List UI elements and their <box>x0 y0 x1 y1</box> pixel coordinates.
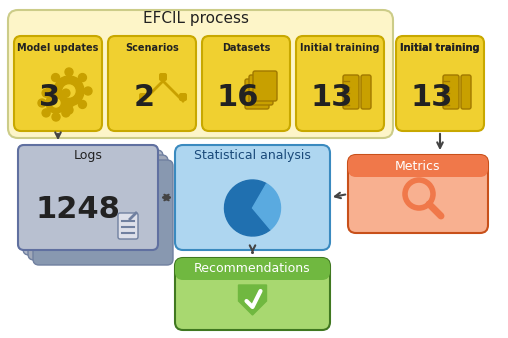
FancyBboxPatch shape <box>179 93 187 101</box>
Text: 3: 3 <box>40 83 60 113</box>
Circle shape <box>65 68 73 76</box>
FancyBboxPatch shape <box>159 73 167 81</box>
FancyBboxPatch shape <box>361 75 371 109</box>
Text: Logs: Logs <box>74 148 103 162</box>
FancyBboxPatch shape <box>253 71 277 101</box>
FancyBboxPatch shape <box>175 145 330 250</box>
Circle shape <box>52 99 60 107</box>
Circle shape <box>78 100 86 108</box>
FancyBboxPatch shape <box>396 36 484 131</box>
FancyBboxPatch shape <box>343 75 359 109</box>
FancyBboxPatch shape <box>202 36 290 131</box>
Circle shape <box>52 100 59 108</box>
FancyBboxPatch shape <box>245 79 269 109</box>
Text: Metrics: Metrics <box>395 160 441 172</box>
Circle shape <box>63 85 75 97</box>
Circle shape <box>66 99 74 107</box>
Text: Initial training: Initial training <box>300 43 380 53</box>
FancyBboxPatch shape <box>18 145 158 250</box>
FancyBboxPatch shape <box>443 75 459 109</box>
Text: 1248: 1248 <box>36 195 120 224</box>
FancyBboxPatch shape <box>348 155 488 177</box>
Circle shape <box>42 109 50 117</box>
FancyBboxPatch shape <box>23 150 163 255</box>
Text: Initial training: Initial training <box>400 43 480 53</box>
FancyBboxPatch shape <box>249 75 273 105</box>
Circle shape <box>54 76 84 106</box>
Circle shape <box>62 89 70 97</box>
Text: Statistical analysis: Statistical analysis <box>194 148 311 162</box>
FancyBboxPatch shape <box>118 213 138 239</box>
Circle shape <box>52 85 60 93</box>
FancyBboxPatch shape <box>28 155 168 260</box>
FancyBboxPatch shape <box>14 36 102 131</box>
FancyBboxPatch shape <box>296 36 384 131</box>
Text: 16: 16 <box>217 83 259 113</box>
Circle shape <box>52 113 60 121</box>
Text: Model updates: Model updates <box>17 43 99 53</box>
Circle shape <box>52 74 59 81</box>
Circle shape <box>46 93 66 113</box>
Text: Recommendations: Recommendations <box>194 263 311 275</box>
FancyBboxPatch shape <box>461 75 471 109</box>
Text: Scenarios: Scenarios <box>125 43 179 53</box>
Text: 2: 2 <box>134 83 154 113</box>
FancyBboxPatch shape <box>33 160 173 265</box>
FancyBboxPatch shape <box>108 36 196 131</box>
Circle shape <box>84 87 92 95</box>
Circle shape <box>78 74 86 81</box>
Text: 13: 13 <box>311 83 353 113</box>
Text: 13: 13 <box>411 83 453 113</box>
Text: Initial training: Initial training <box>400 43 480 53</box>
Text: EFCIL process: EFCIL process <box>143 10 249 25</box>
Wedge shape <box>252 184 280 230</box>
FancyBboxPatch shape <box>348 155 488 233</box>
FancyBboxPatch shape <box>18 145 158 250</box>
Text: Datasets: Datasets <box>222 43 270 53</box>
FancyBboxPatch shape <box>175 258 330 280</box>
Circle shape <box>38 99 46 107</box>
Circle shape <box>42 89 50 97</box>
FancyBboxPatch shape <box>139 93 147 101</box>
Circle shape <box>65 106 73 114</box>
FancyBboxPatch shape <box>8 10 393 138</box>
Circle shape <box>46 87 54 95</box>
FancyBboxPatch shape <box>175 258 330 330</box>
Wedge shape <box>225 180 270 236</box>
Circle shape <box>62 109 70 117</box>
Polygon shape <box>238 285 267 315</box>
